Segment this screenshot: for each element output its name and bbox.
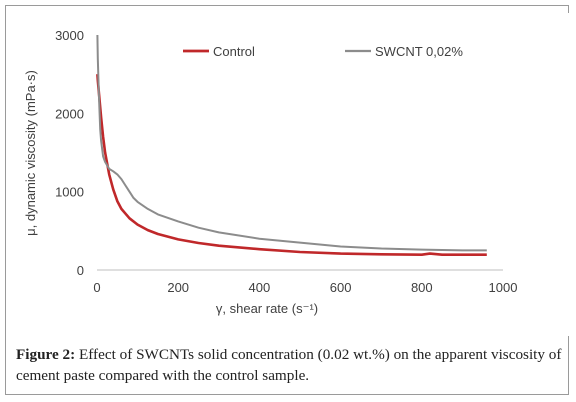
x-tick-label: 400 xyxy=(249,280,271,295)
x-axis-label: γ, shear rate (s⁻¹) xyxy=(216,301,318,316)
x-tick-label: 0 xyxy=(93,280,100,295)
chart: 0 1000 2000 3000 0 200 400 600 800 1000 γ, shear… xyxy=(13,13,574,336)
series-line-1 xyxy=(96,34,487,252)
series-line-0 xyxy=(96,74,487,256)
y-tick-label: 3000 xyxy=(55,28,84,43)
x-tick-label: 200 xyxy=(167,280,189,295)
chart-svg: 0 1000 2000 3000 0 200 400 600 800 1000 γ, shear… xyxy=(13,13,574,336)
legend-label-1: SWCNT 0,02% xyxy=(375,44,463,59)
x-tick-label: 1000 xyxy=(489,280,518,295)
caption-text: Effect of SWCNTs solid concentration (0.… xyxy=(16,346,562,384)
y-axis-label: μ, dynamic viscosity (mPa·s) xyxy=(23,70,38,236)
x-tick-labels: 0 200 400 600 800 1000 xyxy=(93,280,517,295)
y-tick-label: 1000 xyxy=(55,185,84,200)
y-tick-labels: 0 1000 2000 3000 xyxy=(55,28,84,278)
legend-label-0: Control xyxy=(213,44,255,59)
y-tick-label: 0 xyxy=(77,263,84,278)
series-lines xyxy=(96,34,503,271)
figure-frame: 0 1000 2000 3000 0 200 400 600 800 1000 γ, shear… xyxy=(5,5,574,395)
legend: Control SWCNT 0,02% xyxy=(183,44,463,59)
y-tick-label: 2000 xyxy=(55,106,84,121)
caption-label: Figure 2: xyxy=(16,346,76,363)
x-tick-label: 600 xyxy=(330,280,352,295)
x-tick-label: 800 xyxy=(411,280,433,295)
plot-area xyxy=(13,13,574,336)
figure-caption: Figure 2: Effect of SWCNTs solid concent… xyxy=(16,344,566,386)
